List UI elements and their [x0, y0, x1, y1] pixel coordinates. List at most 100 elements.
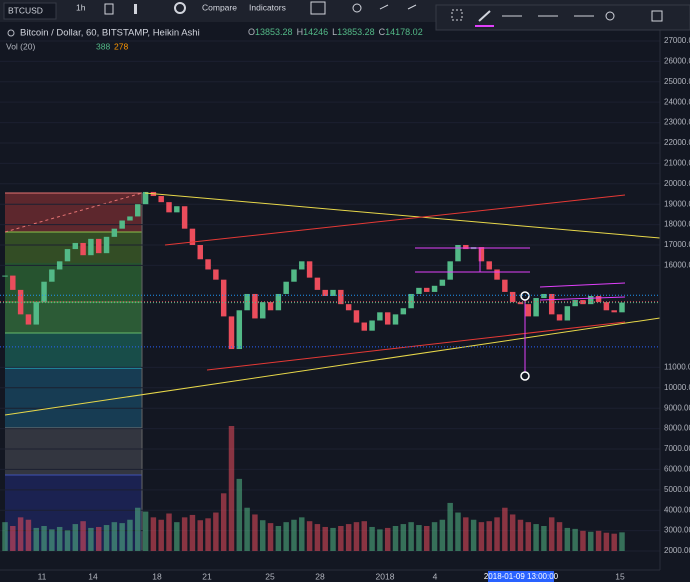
handle[interactable] [520, 291, 530, 301]
candle [595, 296, 602, 303]
alert-icon[interactable] [310, 1, 326, 15]
candle [416, 287, 422, 294]
compare-button[interactable]: Compare [202, 2, 237, 12]
trend-line [4, 317, 661, 416]
collapse-icon[interactable] [7, 29, 15, 37]
grid [0, 40, 660, 552]
volume-bar [213, 512, 219, 551]
interval[interactable]: 1h [76, 2, 86, 12]
volume-bar [267, 523, 274, 551]
volume-bar [119, 523, 125, 551]
candle [80, 242, 86, 256]
volume-bar [220, 493, 227, 551]
volume-bar [252, 514, 258, 551]
select-icon[interactable] [451, 9, 463, 21]
candle [33, 302, 39, 325]
bars-icon[interactable] [134, 4, 137, 14]
y-tick-label: 10000.0 [664, 383, 690, 392]
x-tick-label: 25 [265, 571, 275, 581]
volume-bar [431, 522, 438, 551]
x-tick-label: 14 [88, 571, 98, 581]
volume-name: Vol (20) [6, 41, 35, 51]
candle [197, 244, 203, 260]
volume-bar [49, 529, 55, 551]
candle [181, 206, 188, 229]
candle [17, 289, 24, 315]
volume-bar [603, 532, 610, 551]
handle[interactable] [520, 371, 530, 381]
candle [525, 304, 532, 317]
volume-bar [572, 528, 578, 551]
template-icon[interactable] [651, 10, 663, 22]
candle [400, 308, 407, 315]
y-tick-label: 21000.0 [664, 158, 690, 167]
candle [548, 293, 555, 315]
x-axis: 11 14 18 21 25 28 2018 4 2018-01-09 13:00:00 15 [38, 571, 625, 582]
undo-redo[interactable] [379, 4, 417, 10]
candle [174, 206, 180, 213]
volume-bar [33, 527, 39, 551]
pen-icon[interactable] [478, 10, 491, 22]
volume-bar [330, 527, 336, 551]
volume-bar [377, 529, 383, 551]
volume-bar [283, 522, 289, 551]
candle [361, 322, 367, 331]
y-tick-label: 23000.0 [664, 118, 690, 127]
idea-icon[interactable] [352, 3, 362, 13]
candle [509, 291, 516, 303]
candle [314, 277, 321, 290]
settings-icon[interactable] [174, 2, 186, 14]
volume-bar [41, 526, 47, 551]
y-tick-label: 18000.0 [664, 220, 690, 229]
ohlc-label: O [248, 27, 255, 37]
volume-bar [392, 526, 399, 551]
volume-bar [424, 526, 430, 551]
volume-bar [322, 526, 328, 551]
y-tick-label: 20000.0 [664, 179, 690, 188]
volume [2, 426, 625, 551]
y-tick-label: 17000.0 [664, 240, 690, 249]
candle [236, 310, 243, 350]
volume-bar [533, 524, 539, 551]
volume-bar [338, 526, 344, 551]
candle [275, 293, 282, 311]
candle [478, 247, 485, 262]
fib-band [5, 302, 142, 333]
volume-bar [2, 522, 8, 551]
candle [517, 302, 524, 305]
y-tick-label: 24000.0 [664, 97, 690, 106]
candle [619, 302, 625, 313]
volume-bar [205, 518, 211, 551]
candle-icon[interactable] [104, 3, 114, 15]
symbol-box[interactable] [3, 2, 57, 20]
candle [463, 244, 469, 250]
candle [205, 259, 211, 270]
candle [353, 310, 360, 323]
series-title: Bitcoin / Dollar, 60, BITSTAMP, Heikin A… [20, 28, 200, 39]
volume-bar [135, 507, 141, 551]
pattern [524, 282, 626, 376]
candle [455, 244, 461, 262]
volume-bar [447, 502, 453, 551]
candle [88, 238, 94, 256]
drawings [4, 192, 661, 416]
crosshair-time [488, 571, 554, 582]
candle [322, 289, 328, 296]
candle [572, 300, 578, 307]
volume-bar [408, 522, 414, 551]
volume-bar [502, 507, 508, 551]
fib-levels [4, 192, 143, 551]
settings-icon[interactable] [605, 11, 615, 21]
volume-bar [181, 517, 188, 551]
indicators-button[interactable]: Indicators [249, 2, 286, 12]
volume-bar [556, 522, 563, 551]
y-tick-label: 25000.0 [664, 77, 690, 86]
volume-bar [56, 526, 63, 551]
candle [338, 289, 344, 305]
candle [213, 269, 219, 280]
candle [502, 279, 508, 292]
candle [533, 298, 539, 317]
y-tick-label: 16000.0 [664, 261, 690, 270]
x-tick-label: 15 [615, 571, 625, 581]
